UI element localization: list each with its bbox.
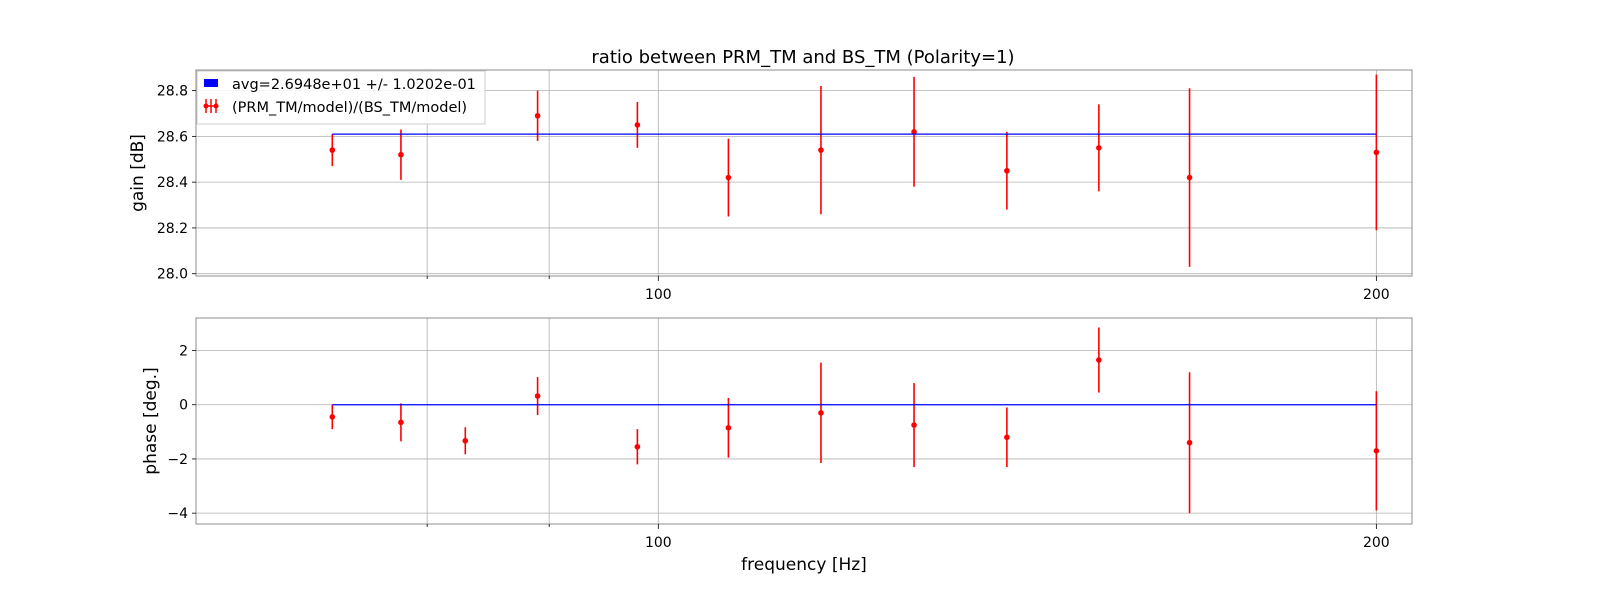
data-point — [329, 147, 336, 153]
y-tick-label: 28.6 — [157, 129, 188, 145]
legend-errorbar-marker — [203, 99, 219, 113]
gain-panel: 28.0 28.2 28.4 28.6 28.8 100 200 gain [dB] avg… — [128, 69, 1413, 303]
data-point — [462, 437, 469, 444]
phase-marks — [329, 327, 1380, 514]
data-point — [398, 151, 404, 158]
legend-avg-label: avg=2.6948e+01 +/- 1.0202e-01 — [232, 77, 476, 93]
gain-y-axis-label: gain [dB] — [128, 134, 148, 212]
x-tick-label: 100 — [645, 535, 672, 551]
gain-ticks: 28.0 28.2 28.4 28.6 28.8 100 200 — [157, 84, 1390, 303]
phase-ticks: −4 −2 0 2 100 200 — [167, 344, 1389, 551]
y-tick-label: 28.2 — [157, 221, 188, 237]
data-point — [1186, 174, 1193, 181]
data-point — [634, 443, 641, 450]
gain-axes-frame — [195, 69, 1413, 277]
data-point — [1004, 434, 1010, 441]
data-point — [1373, 448, 1380, 454]
data-point — [634, 122, 641, 128]
x-tick-label: 200 — [1363, 287, 1390, 303]
legend: avg=2.6948e+01 +/- 1.0202e-01 (PRM_TM/mo… — [196, 70, 486, 125]
y-tick-label: 2 — [179, 344, 188, 360]
y-tick-label: −2 — [167, 452, 188, 468]
data-point — [1004, 167, 1010, 174]
x-axis-label: frequency [Hz] — [741, 555, 867, 575]
phase-plot-area — [196, 318, 1412, 524]
data-point — [398, 419, 404, 426]
legend-avg-patch — [204, 79, 218, 87]
data-point — [1373, 149, 1380, 156]
data-point — [725, 424, 732, 431]
data-point — [534, 112, 541, 119]
y-tick-label: 28.0 — [157, 267, 188, 283]
chart-title: ratio between PRM_TM and BS_TM (Polarity… — [591, 47, 1014, 68]
legend-ratio-label: (PRM_TM/model)/(BS_TM/model) — [232, 100, 467, 116]
data-point — [725, 174, 732, 181]
legend-box — [196, 70, 486, 125]
data-point — [818, 147, 824, 153]
data-point — [1096, 145, 1102, 151]
gain-marks — [329, 74, 1380, 267]
data-point — [818, 410, 824, 416]
y-tick-label: 28.8 — [157, 84, 188, 100]
phase-y-axis-label: phase [deg.] — [141, 367, 161, 474]
data-point — [911, 129, 917, 135]
data-point — [534, 393, 541, 399]
x-tick-label: 200 — [1363, 535, 1390, 551]
data-point — [1096, 357, 1102, 363]
data-point — [329, 414, 336, 420]
x-tick-label: 100 — [645, 287, 672, 303]
data-point — [1186, 439, 1193, 446]
y-tick-label: −4 — [167, 506, 188, 522]
y-tick-label: 28.4 — [157, 175, 188, 191]
data-point — [911, 422, 917, 428]
y-tick-label: 0 — [179, 398, 188, 414]
phase-panel: −4 −2 0 2 100 200 phase [deg.] frequency [Hz] — [141, 317, 1413, 575]
phase-axes-frame — [195, 317, 1413, 525]
